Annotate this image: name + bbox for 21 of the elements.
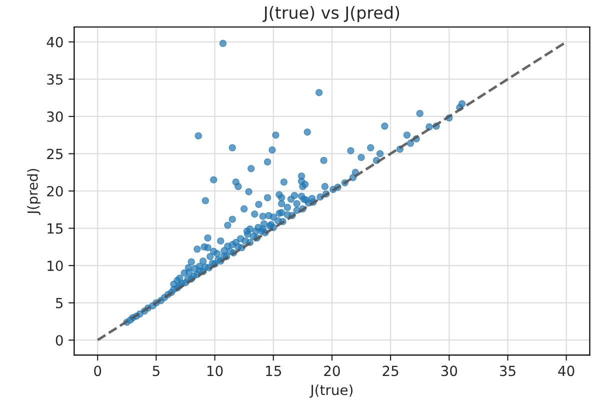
y-tick-label: 10: [48, 260, 63, 272]
y-tick-label: 40: [46, 36, 63, 48]
y-tick-label: 20: [47, 186, 63, 196]
x-tick-label: 30: [441, 366, 458, 376]
x-tick-label: 0: [94, 366, 102, 376]
x-tick-label: 40: [558, 366, 574, 376]
x-tick-label: 20: [324, 366, 340, 376]
y-tick-label: 30: [47, 111, 63, 122]
y-tick-label: 35: [47, 74, 63, 85]
y-tick-label: 25: [47, 148, 63, 160]
y-axis-title: J(pred): [27, 168, 41, 215]
chart-title: J(true) vs J(pred): [262, 6, 400, 22]
x-tick-label: 10: [207, 366, 223, 376]
y-tick-label: 5: [56, 298, 63, 308]
x-tick-label: 5: [152, 366, 160, 376]
y-tick-label: 15: [48, 223, 63, 234]
x-axis-title: J(true): [310, 384, 352, 398]
x-tick-label: 25: [382, 366, 398, 376]
x-tick-label: 35: [500, 366, 516, 376]
x-tick-label: 15: [266, 366, 281, 376]
y-tick-label: 0: [56, 335, 63, 346]
